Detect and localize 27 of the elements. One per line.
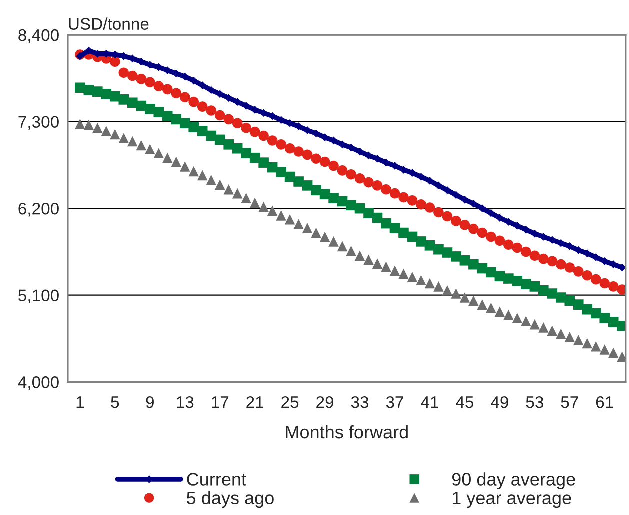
x-tick-label: 1 — [76, 396, 84, 408]
x-tick-label: 57 — [561, 396, 578, 408]
legend-label: 5 days ago — [187, 491, 274, 508]
legend-label: Current — [187, 473, 246, 486]
x-tick-label: 13 — [177, 396, 194, 408]
x-tick-label: 37 — [386, 396, 404, 408]
x-tick-label: 45 — [456, 396, 474, 408]
legend-label: 1 year average — [452, 492, 572, 508]
x-tick-label: 53 — [526, 396, 544, 408]
x-tick-label: 25 — [282, 396, 299, 408]
y-tick-label: 5,100 — [18, 290, 59, 304]
y-tick-label: 4,000 — [18, 376, 59, 390]
x-tick-label: 61 — [596, 396, 614, 408]
x-tick-label: 41 — [421, 396, 438, 408]
x-tick-label: 21 — [246, 396, 264, 408]
x-tick-label: 29 — [316, 396, 334, 408]
x-axis-title: Months forward — [286, 425, 408, 439]
legend-label: 90 day average — [452, 472, 576, 490]
x-tick-label: 17 — [212, 396, 229, 408]
y-tick-label: 6,200 — [18, 202, 59, 217]
x-tick-label: 33 — [351, 396, 369, 408]
x-tick-label: 5 — [111, 396, 120, 408]
y-tick-label: 8,400 — [18, 29, 59, 44]
x-tick-label: 9 — [146, 396, 154, 408]
y-tick-label: 7,300 — [18, 116, 59, 130]
y-axis-title: USD/tonne — [69, 18, 149, 30]
x-tick-label: 49 — [491, 396, 508, 408]
